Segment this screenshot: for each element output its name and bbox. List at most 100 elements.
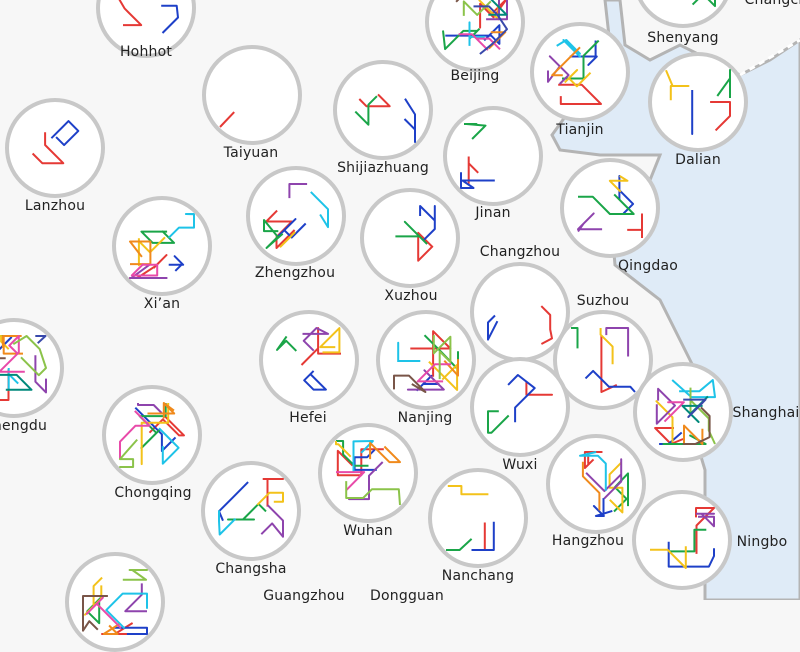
city-circle-hangzhou[interactable]	[546, 434, 646, 534]
city-label-guangzhou: Guangzhou	[263, 588, 345, 604]
metro-line	[122, 569, 148, 581]
metro-line	[471, 521, 495, 551]
metro-line	[487, 410, 510, 434]
metro-line	[353, 449, 377, 471]
city-circle-chongqing[interactable]	[102, 385, 202, 485]
city-circle-nanchang[interactable]	[428, 468, 528, 568]
city-circle-guangzhou[interactable]	[65, 552, 165, 652]
city-label-taiyuan: Taiyuan	[223, 145, 279, 161]
metro-line	[168, 255, 185, 272]
metro-line	[336, 440, 369, 467]
metro-line	[118, 0, 143, 27]
metro-line	[34, 355, 47, 394]
metro-line	[608, 175, 629, 193]
city-circle-dalian[interactable]	[648, 52, 748, 152]
city-circle-shijiazhuang[interactable]	[333, 60, 433, 160]
metro-line	[218, 481, 249, 522]
metro-line	[487, 314, 499, 341]
metro-line	[288, 183, 308, 199]
metro-line	[276, 335, 298, 352]
metro-map-chengdu	[0, 335, 47, 401]
metro-line	[577, 212, 603, 233]
city-circle-changzhou[interactable]	[470, 262, 570, 362]
city-circle-nanjing[interactable]	[376, 310, 476, 410]
city-label-shenyang: Shenyang	[647, 30, 719, 46]
metro-map-suzhou	[571, 327, 636, 393]
metro-line	[263, 219, 284, 249]
metro-line	[310, 191, 329, 229]
metro-line	[443, 358, 459, 377]
city-circle-wuhan[interactable]	[318, 423, 418, 523]
metro-line	[130, 262, 159, 277]
metro-map-tianjin	[547, 39, 602, 105]
city-label-chengdu: hengdu	[0, 418, 48, 434]
metro-line	[585, 458, 623, 500]
city-label-tianjin: Tianjin	[556, 122, 604, 138]
metro-line	[605, 327, 630, 357]
metro-line	[369, 441, 401, 464]
metro-map-guangzhou	[82, 569, 148, 635]
metro-map-wuxi	[487, 374, 553, 434]
city-circle-qingdao[interactable]	[560, 158, 660, 258]
metro-line	[507, 374, 536, 423]
metro-line	[569, 40, 598, 66]
metro-line	[695, 507, 715, 554]
metro-line	[336, 471, 366, 491]
metro-line	[256, 491, 284, 506]
metro-line	[403, 98, 416, 143]
metro-map-zhengzhou	[263, 183, 329, 249]
metro-line	[663, 401, 685, 423]
metro-line	[1, 335, 23, 355]
metro-line	[416, 363, 452, 383]
city-label-changzhou: Changzhou	[479, 244, 561, 260]
metro-line	[410, 330, 452, 377]
metro-line	[137, 403, 163, 414]
city-circle-ningbo[interactable]	[632, 490, 732, 590]
city-circle-xian[interactable]	[112, 196, 212, 296]
metro-line	[12, 335, 47, 377]
city-circle-shanghai[interactable]	[633, 362, 733, 462]
city-circle-zhengzhou[interactable]	[246, 166, 346, 266]
metro-map-qingdao	[577, 175, 643, 238]
metro-line	[592, 498, 613, 517]
metro-map-hangzhou	[579, 451, 629, 517]
metro-line	[488, 0, 508, 16]
metro-line	[668, 528, 707, 553]
city-circle-chengdu[interactable]	[0, 318, 64, 418]
city-label-hangzhou: Hangzhou	[551, 533, 625, 549]
city-circle-xuzhou[interactable]	[360, 188, 460, 288]
metro-line	[458, 33, 501, 51]
metro-line	[442, 27, 481, 51]
city-circle-beijing[interactable]	[425, 0, 525, 72]
metro-line	[417, 231, 434, 262]
metro-map-jinan	[460, 123, 495, 189]
metro-line	[563, 69, 592, 88]
metro-map-hohhot	[118, 0, 179, 34]
metro-line	[584, 369, 636, 393]
metro-line	[627, 213, 643, 238]
metro-line	[654, 427, 684, 445]
metro-line	[556, 39, 582, 59]
metro-line	[335, 441, 352, 458]
city-circle-changsha[interactable]	[201, 461, 301, 561]
city-circle-tianjin[interactable]	[530, 22, 630, 122]
metro-line	[129, 240, 152, 266]
city-circle-shenyang[interactable]	[633, 0, 733, 28]
metro-line	[119, 438, 138, 468]
metro-line	[395, 220, 428, 245]
metro-line	[50, 120, 80, 147]
city-circle-lanzhou[interactable]	[5, 98, 105, 198]
city-circle-hefei[interactable]	[259, 310, 359, 410]
metro-line	[428, 360, 459, 391]
metro-line	[227, 502, 267, 521]
metro-line	[695, 512, 715, 528]
city-circle-jinan[interactable]	[443, 106, 543, 206]
city-label-wuhan: Wuhan	[343, 523, 393, 539]
metro-line	[691, 0, 716, 8]
metro-line	[665, 69, 690, 101]
city-circle-taiyuan[interactable]	[202, 45, 302, 145]
city-circle-wuxi[interactable]	[470, 357, 570, 457]
metro-line	[447, 485, 489, 496]
metro-line	[260, 504, 284, 538]
metro-line	[218, 510, 237, 536]
